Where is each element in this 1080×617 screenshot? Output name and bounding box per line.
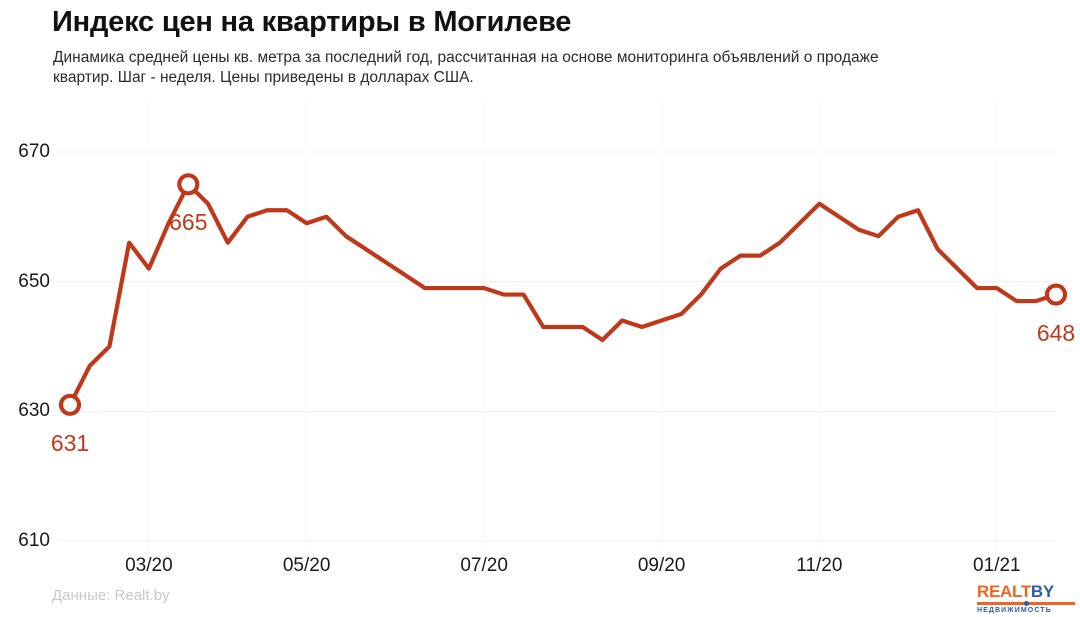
y-tick-label-670: 670	[18, 140, 50, 162]
logo-underline-bar	[977, 601, 1075, 606]
data-point-marker-648[interactable]	[1044, 283, 1068, 306]
data-point-label-631: 631	[50, 429, 90, 456]
y-tick-label-630: 630	[18, 400, 50, 422]
x-tick-label-09-20: 09/20	[637, 555, 686, 576]
chart-subtitle: Динамика средней цены кв. метра за после…	[53, 49, 879, 86]
data-point-label-648: 648	[1036, 319, 1076, 346]
logo-name-second: BY	[1030, 582, 1054, 601]
logo-wordmark: REALTBY	[977, 583, 1075, 600]
x-tick-label-03-20: 03/20	[125, 555, 173, 576]
horizontal-gridlines	[58, 151, 1056, 542]
page-title: Индекс цен на квартиры в Могилеве	[52, 6, 572, 38]
logo-dot-icon	[1023, 601, 1029, 606]
x-tick-label-07-20: 07/20	[460, 555, 508, 576]
endpoint-markers	[58, 173, 1068, 416]
vertical-gridlines	[148, 100, 998, 549]
source-note: Данные: Realt.by	[52, 587, 170, 604]
x-tick-label-11-20: 11/20	[796, 555, 843, 576]
data-point-marker-631[interactable]	[58, 393, 82, 416]
price-index-line	[67, 182, 1059, 407]
x-tick-label-01-21: 01/21	[973, 555, 1021, 576]
realt-by-logo[interactable]: REALTBY НЕДВИЖИМОСТЬ	[977, 583, 1075, 614]
data-point-marker-665[interactable]	[177, 173, 200, 196]
data-point-label-665: 665	[169, 209, 208, 236]
logo-name-first: REALT	[977, 582, 1031, 601]
x-tick-label-05-20: 05/20	[282, 555, 331, 576]
logo-tagline: НЕДВИЖИМОСТЬ	[977, 607, 1052, 614]
y-tick-label-610: 610	[18, 530, 50, 551]
y-tick-label-650: 650	[18, 270, 50, 292]
